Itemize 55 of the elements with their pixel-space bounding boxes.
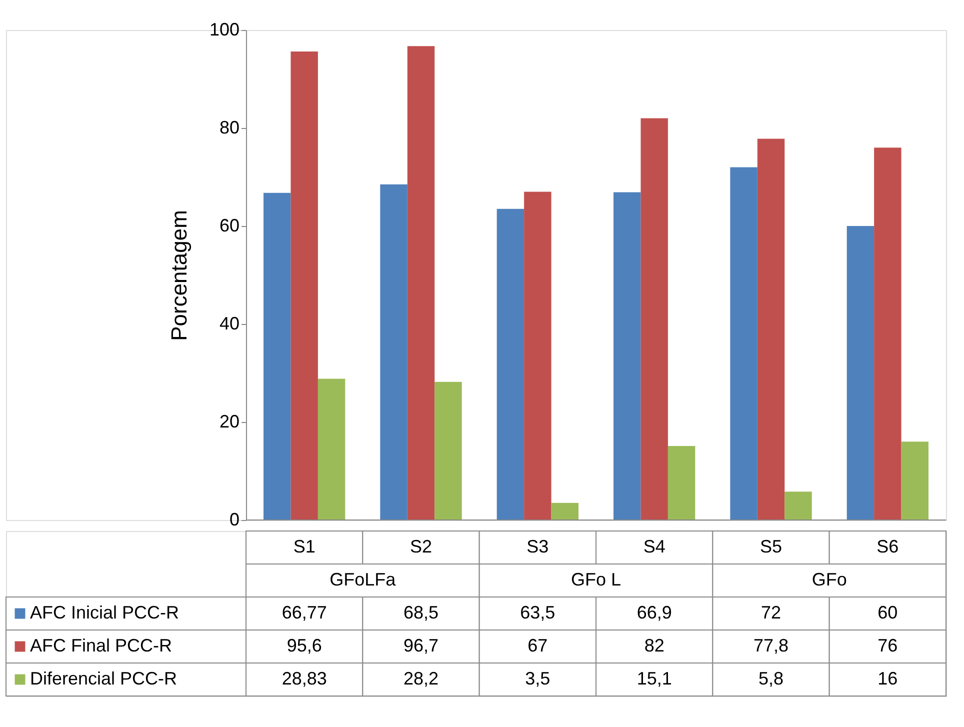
bar: [434, 382, 462, 520]
bar: [524, 192, 552, 520]
x-tick-label: S6: [876, 536, 899, 556]
data-label: 28,2: [403, 668, 439, 688]
y-axis-title: Porcentagem: [166, 210, 192, 341]
bar: [640, 118, 668, 520]
bar: [264, 192, 291, 520]
legend-label: AFC Final PCC-R: [30, 636, 172, 656]
legend-label: AFC Inicial PCC-R: [30, 602, 180, 622]
bar: [614, 192, 641, 520]
bar: [290, 52, 318, 520]
y-tick-label: 40: [219, 314, 240, 334]
data-label: 77,8: [753, 636, 789, 656]
y-tick-label: 80: [219, 118, 240, 138]
data-label: 16: [878, 668, 898, 688]
x-tick-label: S2: [410, 536, 432, 556]
bar: [380, 184, 408, 520]
x-tick-label: S5: [760, 536, 782, 556]
bar: [846, 226, 874, 520]
data-label: 76: [878, 636, 898, 656]
data-label: 3,5: [525, 668, 550, 688]
data-label: 95,6: [286, 636, 322, 656]
data-label: 28,83: [282, 668, 327, 688]
x-tick-label: S3: [526, 536, 549, 556]
bar: [668, 446, 696, 520]
bar: [784, 492, 812, 520]
bar: [407, 46, 435, 520]
data-label: 82: [644, 636, 664, 656]
x-tick-label: S4: [643, 536, 666, 556]
legend-label: Diferencial PCC-R: [30, 668, 178, 688]
data-label: 15,1: [636, 668, 672, 688]
y-tick-label: 0: [229, 510, 240, 530]
data-label: 67: [528, 636, 548, 656]
data-label: 96,7: [403, 636, 439, 656]
y-tick-label: 100: [209, 20, 240, 40]
x-tick-label: S1: [293, 536, 316, 556]
data-label: 5,8: [758, 668, 784, 688]
data-label: 66,9: [636, 602, 672, 622]
text: GFo L: [570, 570, 622, 590]
bar: [730, 167, 758, 520]
bar: [874, 148, 902, 520]
bar: [901, 442, 928, 520]
text: GFoLFa: [330, 570, 397, 590]
bar: [318, 378, 346, 520]
data-label: 68,5: [403, 602, 439, 622]
bar: [757, 138, 785, 520]
text: GFo: [812, 570, 847, 590]
bar: [496, 208, 524, 520]
y-tick-label: 20: [219, 412, 240, 432]
data-label: 66,77: [282, 602, 327, 622]
y-tick-label: 60: [219, 216, 240, 236]
bar: [551, 502, 578, 520]
data-label: 60: [878, 602, 898, 622]
data-label: 72: [760, 602, 782, 622]
data-label: 63,5: [520, 602, 556, 622]
